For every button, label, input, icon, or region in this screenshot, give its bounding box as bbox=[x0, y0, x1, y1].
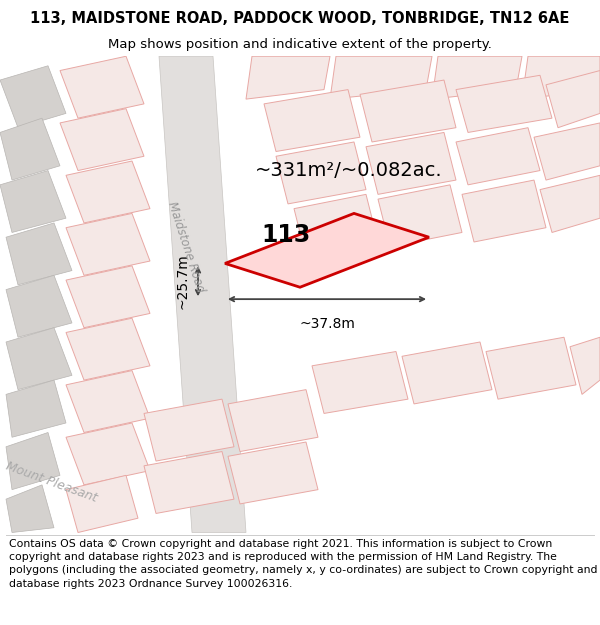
Polygon shape bbox=[294, 194, 378, 256]
Polygon shape bbox=[570, 338, 600, 394]
Text: 113, MAIDSTONE ROAD, PADDOCK WOOD, TONBRIDGE, TN12 6AE: 113, MAIDSTONE ROAD, PADDOCK WOOD, TONBR… bbox=[31, 11, 569, 26]
Polygon shape bbox=[159, 56, 246, 532]
Polygon shape bbox=[0, 118, 60, 180]
Polygon shape bbox=[0, 66, 66, 128]
Polygon shape bbox=[6, 328, 72, 389]
Polygon shape bbox=[60, 109, 144, 171]
Polygon shape bbox=[534, 123, 600, 180]
Polygon shape bbox=[6, 432, 60, 489]
Polygon shape bbox=[330, 56, 432, 99]
Polygon shape bbox=[486, 338, 576, 399]
Polygon shape bbox=[276, 142, 366, 204]
Polygon shape bbox=[66, 213, 150, 276]
Text: Maidstone Road: Maidstone Road bbox=[165, 199, 207, 294]
Polygon shape bbox=[264, 89, 360, 151]
Polygon shape bbox=[6, 276, 72, 338]
Polygon shape bbox=[462, 180, 546, 242]
Polygon shape bbox=[522, 56, 600, 99]
Polygon shape bbox=[66, 423, 150, 485]
Polygon shape bbox=[360, 80, 456, 142]
Polygon shape bbox=[0, 171, 66, 232]
Polygon shape bbox=[60, 56, 144, 118]
Polygon shape bbox=[456, 75, 552, 132]
Text: Contains OS data © Crown copyright and database right 2021. This information is : Contains OS data © Crown copyright and d… bbox=[9, 539, 598, 589]
Polygon shape bbox=[546, 71, 600, 128]
Polygon shape bbox=[312, 351, 408, 414]
Polygon shape bbox=[246, 56, 330, 99]
Polygon shape bbox=[66, 371, 150, 432]
Text: 113: 113 bbox=[261, 223, 310, 247]
Polygon shape bbox=[6, 223, 72, 285]
Polygon shape bbox=[540, 175, 600, 232]
Polygon shape bbox=[66, 266, 150, 328]
Text: Mount Pleasant: Mount Pleasant bbox=[4, 460, 98, 505]
Polygon shape bbox=[6, 485, 54, 532]
Polygon shape bbox=[144, 399, 234, 461]
Polygon shape bbox=[225, 213, 429, 288]
Polygon shape bbox=[366, 132, 456, 194]
Text: ~331m²/~0.082ac.: ~331m²/~0.082ac. bbox=[255, 161, 443, 180]
Polygon shape bbox=[228, 442, 318, 504]
Polygon shape bbox=[6, 380, 66, 438]
Polygon shape bbox=[402, 342, 492, 404]
Polygon shape bbox=[432, 56, 522, 99]
Text: Map shows position and indicative extent of the property.: Map shows position and indicative extent… bbox=[108, 38, 492, 51]
Text: ~37.8m: ~37.8m bbox=[299, 318, 355, 331]
Text: ~25.7m: ~25.7m bbox=[175, 253, 189, 309]
Polygon shape bbox=[378, 185, 462, 247]
Polygon shape bbox=[144, 451, 234, 514]
Polygon shape bbox=[66, 476, 138, 532]
Polygon shape bbox=[66, 161, 150, 223]
Polygon shape bbox=[456, 127, 540, 185]
Polygon shape bbox=[66, 318, 150, 380]
Polygon shape bbox=[228, 389, 318, 451]
